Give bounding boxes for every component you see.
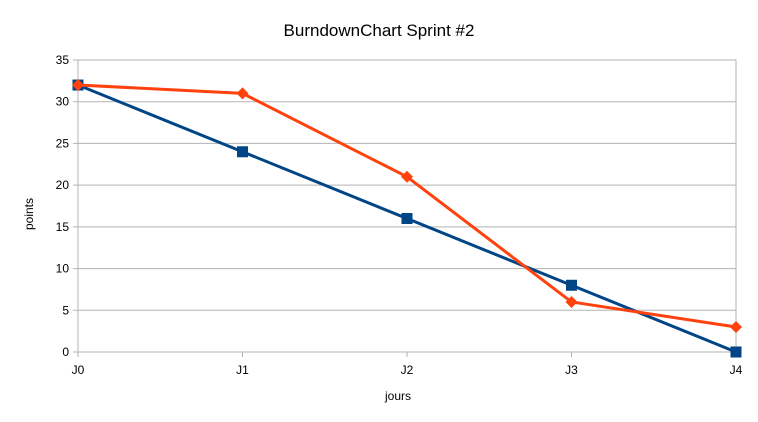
series-1	[72, 79, 742, 333]
x-tick-label: J4	[730, 363, 743, 377]
data-point	[237, 146, 248, 158]
plot-frame	[77, 59, 737, 353]
y-axis-label: points	[22, 198, 36, 230]
data-point	[72, 79, 84, 92]
y-tick-label: 25	[56, 136, 70, 150]
data-point	[401, 213, 413, 225]
data-point	[401, 170, 413, 183]
series-0	[72, 79, 742, 358]
y-axis-ticks: 0 5 10 15 20 25 30 35	[56, 53, 70, 359]
y-tick-label: 15	[56, 220, 70, 234]
y-tick-label: 35	[56, 53, 70, 67]
x-axis-label: jours	[384, 389, 411, 403]
x-tick-label: J0	[72, 363, 85, 377]
y-tick-label: 0	[62, 345, 69, 359]
data-point	[236, 87, 249, 100]
data-point	[565, 295, 578, 308]
x-tick-label: J3	[565, 363, 578, 377]
data-point	[730, 346, 742, 358]
data-point	[566, 279, 577, 291]
y-tick-label: 10	[56, 262, 70, 276]
x-axis-ticks: J0 J1 J2 J3 J4	[72, 363, 743, 377]
y-tick-label: 5	[62, 303, 69, 317]
series-line	[77, 83, 737, 329]
data-point	[730, 320, 742, 333]
chart-title: BurndownChart Sprint #2	[284, 21, 475, 40]
x-tick-label: J2	[401, 363, 414, 377]
y-tick-label: 20	[56, 178, 70, 192]
x-tick-label: J1	[236, 363, 249, 377]
data-series	[72, 79, 742, 358]
y-tick-label: 30	[56, 95, 70, 109]
